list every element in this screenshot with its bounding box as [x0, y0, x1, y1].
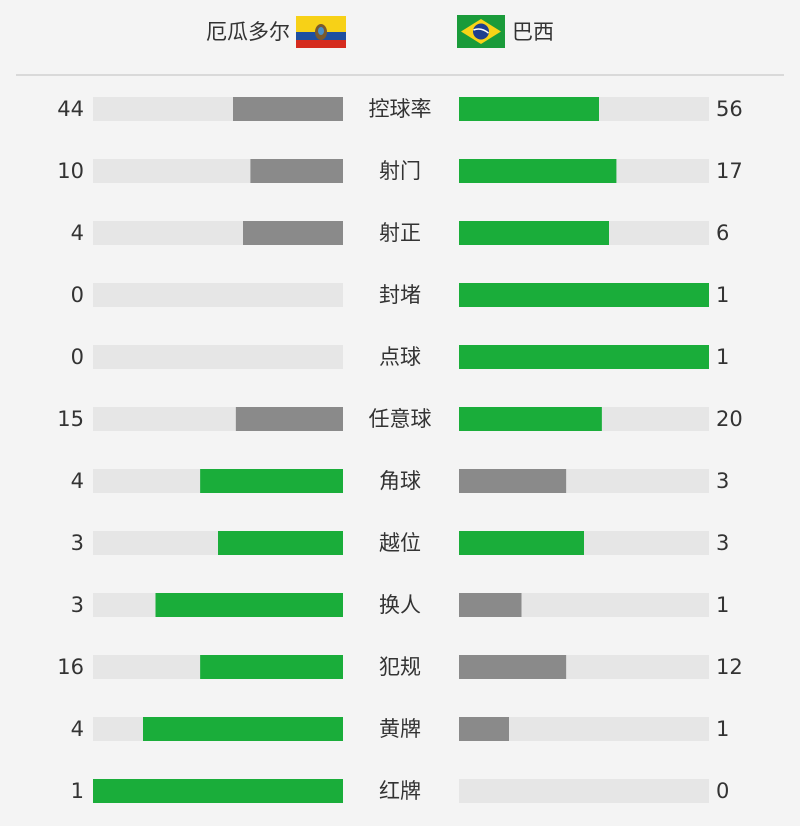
away-bar	[459, 97, 599, 121]
away-value: 3	[716, 531, 729, 555]
home-bar	[250, 159, 343, 183]
home-bar	[200, 469, 343, 493]
stat-label: 越位	[379, 531, 421, 555]
home-bar	[143, 717, 343, 741]
home-value: 0	[71, 345, 84, 369]
home-bar	[93, 779, 343, 803]
away-bar	[459, 655, 567, 679]
away-value: 20	[716, 407, 743, 431]
away-value: 56	[716, 97, 743, 121]
home-value: 4	[71, 717, 84, 741]
home-track	[93, 345, 343, 369]
away-value: 1	[716, 593, 729, 617]
away-value: 12	[716, 655, 743, 679]
away-value: 3	[716, 469, 729, 493]
away-value: 1	[716, 717, 729, 741]
stat-label: 封堵	[379, 283, 421, 307]
stat-label: 任意球	[369, 407, 432, 431]
home-value: 44	[57, 97, 84, 121]
home-track	[93, 283, 343, 307]
away-bar	[459, 159, 617, 183]
away-flag	[457, 15, 505, 48]
home-value: 0	[71, 283, 84, 307]
home-bar	[155, 593, 343, 617]
away-track	[459, 779, 709, 803]
stat-label: 射门	[379, 159, 421, 183]
home-team: 厄瓜多尔	[206, 20, 290, 44]
stat-label: 控球率	[369, 97, 432, 121]
away-bar	[459, 221, 609, 245]
away-bar	[459, 717, 509, 741]
home-value: 16	[57, 655, 84, 679]
home-value: 3	[71, 531, 84, 555]
stat-label: 黄牌	[379, 717, 421, 741]
away-bar	[459, 345, 709, 369]
away-value: 1	[716, 345, 729, 369]
away-value: 6	[716, 221, 729, 245]
home-bar	[218, 531, 343, 555]
away-value: 0	[716, 779, 729, 803]
away-bar	[459, 593, 522, 617]
stat-label: 换人	[379, 593, 421, 617]
home-value: 1	[71, 779, 84, 803]
home-value: 10	[57, 159, 84, 183]
away-bar	[459, 469, 567, 493]
home-flag	[296, 16, 346, 48]
home-bar	[200, 655, 343, 679]
home-bar	[243, 221, 343, 245]
home-value: 15	[57, 407, 84, 431]
home-value: 3	[71, 593, 84, 617]
away-team: 巴西	[512, 20, 554, 44]
stat-label: 角球	[379, 469, 421, 493]
away-bar	[459, 283, 709, 307]
away-value: 17	[716, 159, 743, 183]
home-value: 4	[71, 221, 84, 245]
home-bar	[235, 407, 343, 431]
stat-label: 红牌	[379, 779, 421, 803]
away-value: 1	[716, 283, 729, 307]
stat-label: 射正	[379, 221, 421, 245]
stat-label: 点球	[379, 345, 421, 369]
away-bar	[459, 407, 602, 431]
stat-label: 犯规	[379, 655, 421, 679]
home-bar	[233, 97, 343, 121]
home-value: 4	[71, 469, 84, 493]
away-bar	[459, 531, 584, 555]
